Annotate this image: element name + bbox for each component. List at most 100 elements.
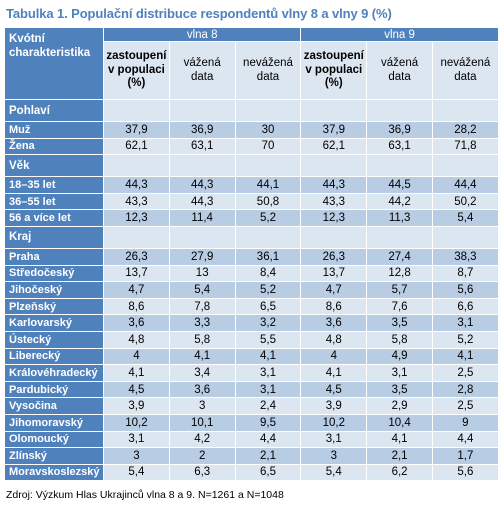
value-cell: 27,4 [366, 247, 433, 266]
value-cell: 10,2 [300, 413, 368, 432]
subheader-wave9-col1: zastoupení v populaci (%) [300, 41, 368, 100]
row-label: Žena [4, 137, 104, 156]
value-cell: 50,8 [234, 192, 302, 211]
value-cell: 12,3 [300, 209, 368, 227]
subheader-wave8-col1: zastoupení v populaci (%) [103, 41, 170, 100]
value-cell: 12,8 [366, 264, 433, 283]
subheader-wave8-col2: vážená data [168, 41, 236, 100]
value-cell: 2 [168, 447, 236, 465]
row-label: Vysočina [4, 397, 104, 415]
table-row: 56 a více let 12,3 11,4 5,2 12,3 11,3 5,4 [4, 209, 499, 227]
row-label: 18–35 let [4, 176, 104, 194]
value-cell: 2,5 [431, 364, 499, 382]
value-cell: 44,3 [103, 176, 170, 194]
value-cell: 8,6 [300, 297, 368, 316]
value-cell: 50,2 [431, 192, 499, 211]
subheader-text: (%) [127, 77, 146, 90]
value-cell: 9 [431, 413, 499, 432]
value-cell: 10,1 [168, 413, 236, 432]
value-cell: 3,2 [234, 314, 302, 332]
subheader-text: vážená [183, 57, 221, 69]
value-cell: 3,1 [366, 364, 433, 382]
row-label: Středočeský [4, 264, 104, 283]
section-empty-cell [168, 154, 236, 178]
value-cell: 2,1 [234, 447, 302, 465]
table-row: Jihomoravský 10,2 10,1 9,5 10,2 10,4 9 [4, 413, 499, 432]
value-cell: 2,9 [366, 397, 433, 415]
value-cell: 4,5 [103, 380, 170, 399]
value-cell: 3,1 [431, 314, 499, 332]
table-row: 18–35 let 44,3 44,3 44,1 44,3 44,5 44,4 [4, 176, 499, 194]
row-label: Karlovarský [4, 314, 104, 332]
value-cell: 4 [300, 347, 368, 366]
table-row: 36–55 let 43,3 44,3 50,8 43,3 44,2 50,2 [4, 192, 499, 211]
value-cell: 5,8 [168, 330, 236, 349]
section-empty-cell [366, 225, 433, 249]
value-cell: 3,6 [300, 314, 368, 332]
section-empty-cell [103, 225, 170, 249]
value-cell: 26,3 [103, 247, 170, 266]
value-cell: 3,9 [300, 397, 368, 415]
value-cell: 4,5 [300, 380, 368, 399]
value-cell: 8,6 [103, 297, 170, 316]
subheader-text: vážená [381, 57, 419, 69]
section-empty-cell [103, 99, 170, 122]
value-cell: 9,5 [234, 413, 302, 432]
value-cell: 63,1 [168, 137, 236, 156]
value-cell: 3,1 [103, 430, 170, 449]
section-empty-cell [431, 154, 499, 178]
subheader-text: v populaci [305, 63, 363, 76]
value-cell: 63,1 [366, 137, 433, 156]
section-empty-cell [366, 99, 433, 122]
subheader-text: data [191, 70, 214, 83]
table-row: Plzeňský 8,6 7,8 6,5 8,6 7,6 6,6 [4, 297, 499, 316]
section-row: Kraj [4, 225, 499, 249]
section-label: Kraj [4, 225, 104, 249]
section-empty-cell [234, 225, 302, 249]
value-cell: 4,8 [103, 330, 170, 349]
row-label: Zlínský [4, 447, 104, 465]
value-cell: 8,4 [234, 264, 302, 283]
table-row: Zlínský 3 2 2,1 3 2,1 1,7 [4, 447, 499, 465]
subheader-text: nevážená [440, 57, 491, 69]
value-cell: 36,9 [366, 121, 433, 139]
value-cell: 5,4 [300, 463, 368, 482]
subheader-text: nevážená [243, 57, 293, 69]
table-row: Olomoucký 3,1 4,2 4,4 3,1 4,1 4,4 [4, 430, 499, 449]
subheader-text: data [454, 70, 477, 83]
value-cell: 5,4 [103, 463, 170, 482]
value-cell: 5,8 [366, 330, 433, 349]
value-cell: 62,1 [300, 137, 368, 156]
header-characteristic-line2: charakteristika [9, 47, 91, 59]
value-cell: 3 [168, 397, 236, 415]
value-cell: 70 [234, 137, 302, 156]
value-cell: 4,2 [168, 430, 236, 449]
value-cell: 44,5 [366, 176, 433, 194]
value-cell: 2,5 [431, 397, 499, 415]
value-cell: 3,9 [103, 397, 170, 415]
section-label: Věk [4, 154, 104, 178]
value-cell: 13,7 [300, 264, 368, 283]
row-label: 56 a více let [4, 209, 104, 227]
value-cell: 3,4 [168, 364, 236, 382]
row-label: Muž [4, 121, 104, 139]
header-characteristic-line1: Kvótní [9, 33, 45, 45]
value-cell: 44,3 [168, 192, 236, 211]
value-cell: 3,5 [366, 380, 433, 399]
row-label: Praha [4, 247, 104, 266]
section-row: Pohlaví [4, 99, 499, 122]
value-cell: 11,3 [366, 209, 433, 227]
table-row: Královéhradecký 4,1 3,4 3,1 4,1 3,1 2,5 [4, 364, 499, 382]
value-cell: 36,1 [234, 247, 302, 266]
table-row: Praha 26,3 27,9 36,1 26,3 27,4 38,3 [4, 247, 499, 266]
value-cell: 4,9 [366, 347, 433, 366]
table-row: Pardubický 4,5 3,6 3,1 4,5 3,5 2,8 [4, 380, 499, 399]
table-row: Moravskoslezský 5,4 6,3 6,5 5,4 6,2 5,6 [4, 463, 499, 482]
header-characteristic: Kvótní charakteristika [4, 27, 104, 100]
value-cell: 6,2 [366, 463, 433, 482]
row-label: Ústecký [4, 330, 104, 349]
table-row: Muž 37,9 36,9 30 37,9 36,9 28,2 [4, 121, 499, 139]
section-empty-cell [366, 154, 433, 178]
table-title: Tabulka 1. Populační distribuce responde… [6, 6, 392, 21]
value-cell: 26,3 [300, 247, 368, 266]
